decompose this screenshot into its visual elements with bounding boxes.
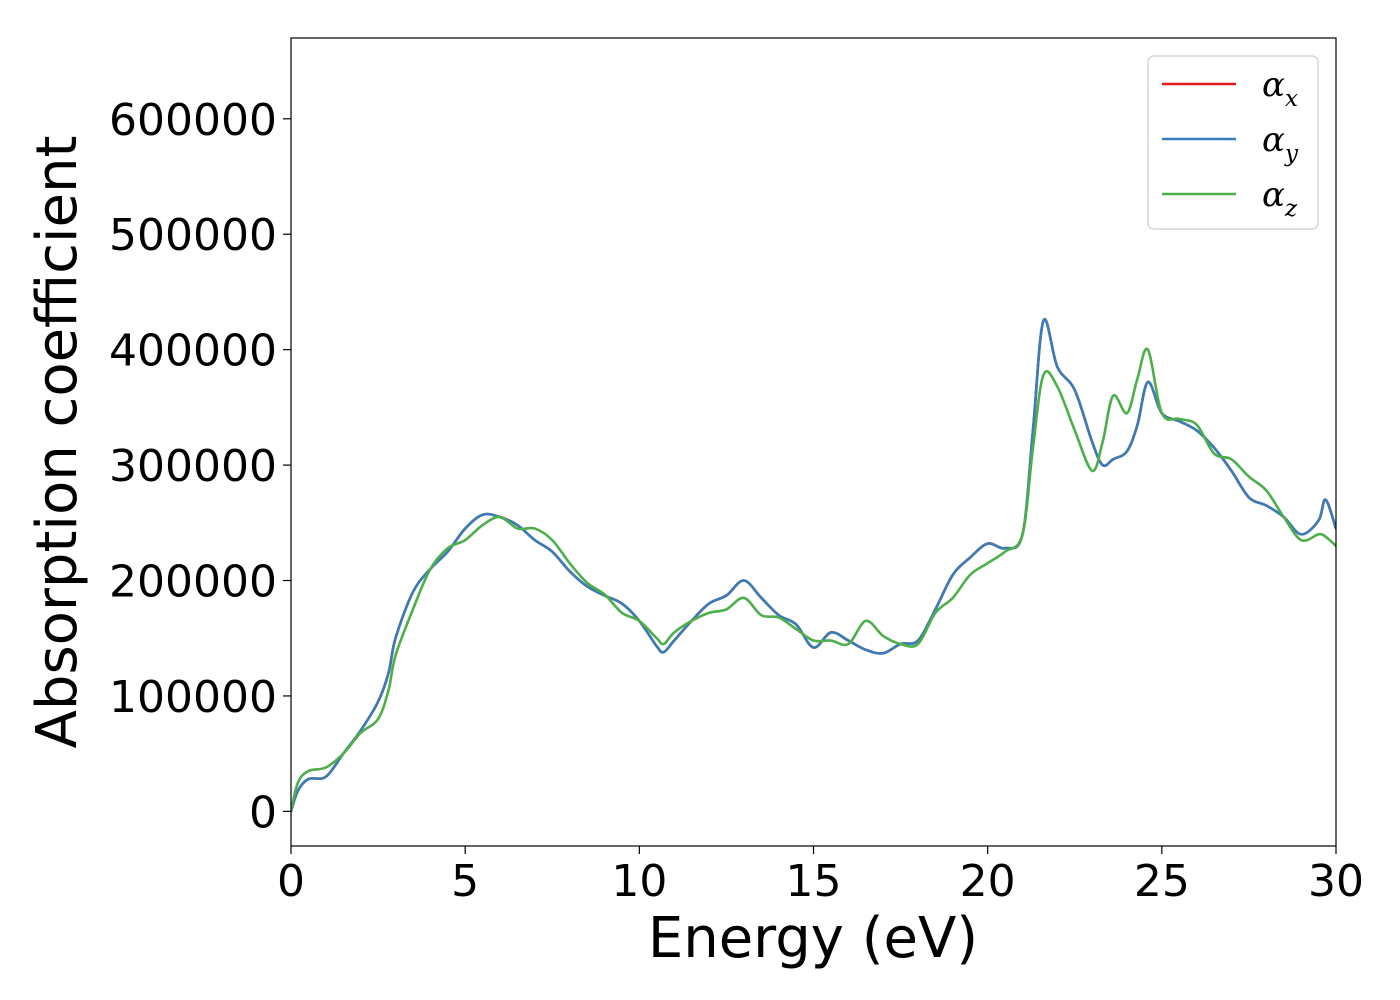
x-axis-ticks: 0 5 10 15 20 25 30 — [277, 846, 1364, 907]
x-axis-title: Energy (eV) — [648, 906, 978, 971]
series-line-y — [291, 317, 1336, 813]
y-tick-label: 400000 — [109, 326, 277, 377]
series-line-z — [291, 347, 1336, 813]
legend-box — [1147, 55, 1319, 230]
legend-label-z: αz — [1262, 175, 1298, 222]
y-tick-label: 200000 — [109, 557, 277, 608]
series-line-x — [291, 317, 1336, 813]
x-tick-label: 10 — [611, 856, 667, 907]
y-tick-label: 500000 — [109, 210, 277, 261]
x-tick-label: 30 — [1308, 856, 1364, 907]
y-tick-label: 100000 — [109, 672, 277, 723]
y-tick-label: 0 — [249, 787, 277, 838]
x-tick-label: 0 — [277, 856, 305, 907]
legend-label-y: αy — [1262, 120, 1299, 167]
x-tick-label: 20 — [960, 856, 1016, 907]
x-tick-label: 15 — [786, 856, 842, 907]
x-tick-label: 5 — [451, 856, 479, 907]
y-tick-label: 600000 — [109, 95, 277, 146]
series-group — [291, 317, 1336, 813]
series-layer — [291, 317, 1336, 813]
legend-label-x: αx — [1262, 65, 1298, 112]
y-tick-label: 300000 — [109, 441, 277, 492]
y-axis-title: Absorption coefficient — [25, 136, 90, 749]
x-tick-label: 25 — [1134, 856, 1190, 907]
legend: αx αy αz — [1147, 55, 1319, 230]
y-axis-ticks: 0 100000 200000 300000 400000 500000 600000 — [109, 95, 291, 838]
